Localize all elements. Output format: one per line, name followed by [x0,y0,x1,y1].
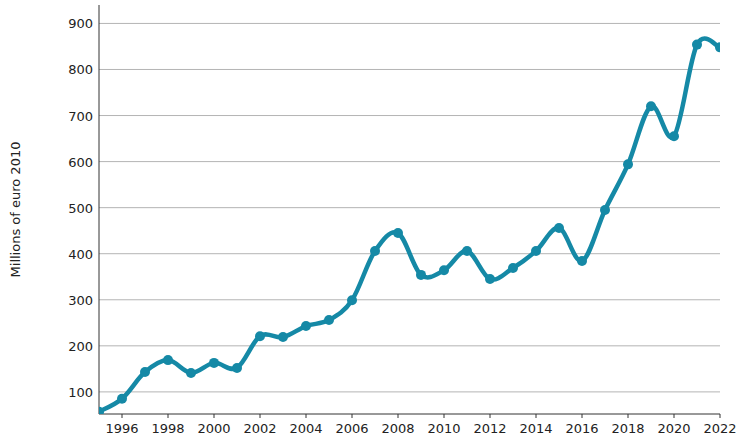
data-point [531,246,541,256]
data-point [255,331,265,341]
x-tick-label: 2008 [381,421,414,436]
data-point [324,315,334,325]
data-point [692,40,702,50]
x-tick-label: 1998 [151,421,184,436]
data-point [393,228,403,238]
data-point [117,394,127,404]
data-point [163,355,173,365]
x-tick [306,414,307,418]
data-point [462,246,472,256]
data-point [715,42,720,52]
y-tick-label: 300 [68,293,93,308]
x-tick [352,414,353,418]
grid-line [99,299,720,300]
data-point [508,263,518,273]
data-point [485,274,495,284]
x-axis [99,414,720,415]
y-tick-label: 900 [68,16,93,31]
data-point [623,159,633,169]
grid-line [99,115,720,116]
x-tick-label: 1996 [105,421,138,436]
x-tick-label: 2000 [197,421,230,436]
data-point [347,295,357,305]
chart: 100 200 300 400 500 600 700 800 900 1996 1998 2000 2… [0,0,748,446]
x-tick-label: 2002 [243,421,276,436]
x-tick [628,414,629,418]
x-tick [122,414,123,418]
grid-line [99,23,720,24]
x-tick-label: 2006 [335,421,368,436]
x-tick [260,414,261,418]
data-line [99,39,720,412]
x-tick-label: 2018 [611,421,644,436]
y-tick-label: 500 [68,201,93,216]
y-tick-label: 200 [68,339,93,354]
y-axis [99,5,100,414]
x-tick-label: 2020 [657,421,690,436]
grid-line [99,207,720,208]
y-tick-label: 600 [68,155,93,170]
data-point [370,246,380,256]
x-tick [536,414,537,418]
x-tick [490,414,491,418]
x-tick [398,414,399,418]
data-point [554,223,564,233]
plot-area [99,39,720,414]
x-tick [168,414,169,418]
y-tick-label: 800 [68,62,93,77]
data-point [278,332,288,342]
y-tick-label: 100 [68,385,93,400]
data-point [600,205,610,215]
data-point [577,256,587,266]
data-point [439,265,449,275]
x-tick [674,414,675,418]
x-tick-label: 2014 [519,421,552,436]
y-tick-label: 700 [68,109,93,124]
x-tick-label: 2010 [427,421,460,436]
grid-line [99,69,720,70]
data-point [416,270,426,280]
data-point [669,131,679,141]
x-tick-label: 2016 [565,421,598,436]
x-tick [720,414,721,418]
y-axis-label: Millions of euro 2010 [8,142,23,278]
x-tick [444,414,445,418]
data-point [646,101,656,111]
grid-line [99,391,720,392]
x-tick [582,414,583,418]
x-tick-label: 2004 [289,421,322,436]
data-point [186,368,196,378]
y-tick-label: 400 [68,247,93,262]
data-point [99,407,104,414]
grid-line [99,345,720,346]
data-point [301,321,311,331]
data-point [232,363,242,373]
x-tick-label: 2012 [473,421,506,436]
x-tick [214,414,215,418]
data-point [209,358,219,368]
data-point [140,367,150,377]
x-tick-label: 2022 [703,421,736,436]
